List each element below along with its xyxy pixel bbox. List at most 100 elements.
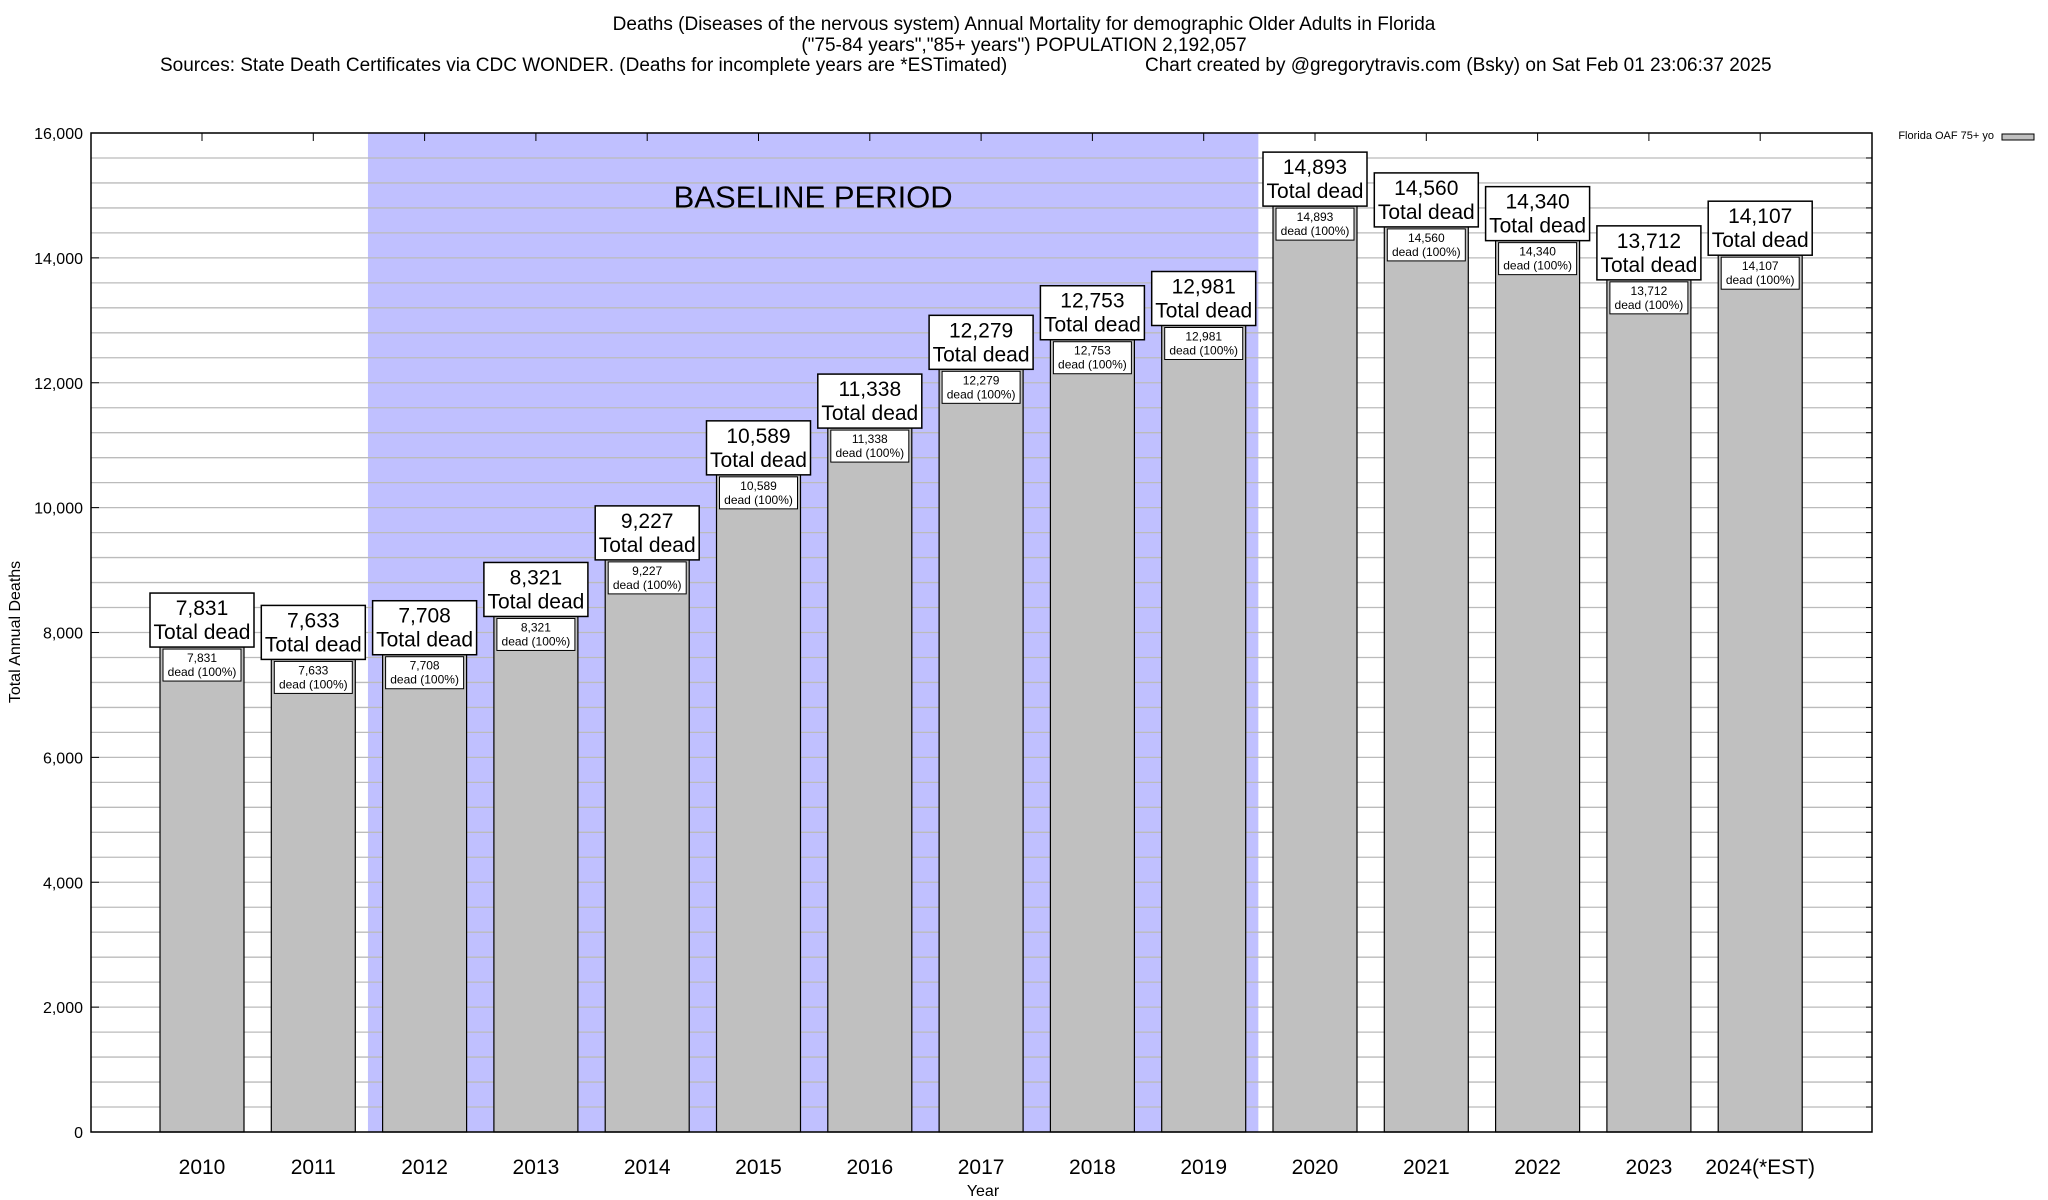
inner-label-box <box>1720 256 1800 290</box>
total-label-box <box>1596 225 1702 281</box>
total-dead-label: Total dead <box>487 590 584 613</box>
inner-label-box <box>719 476 798 510</box>
inner-value-label: 8,321 <box>521 620 551 634</box>
y-tick-label: 2,000 <box>43 1000 83 1017</box>
inner-value-label: 7,708 <box>410 659 440 673</box>
bar-2013 <box>493 611 579 1133</box>
total-value-label: 14,107 <box>1728 205 1792 228</box>
x-tick-label: 2016 <box>846 1156 893 1179</box>
inner-label-box <box>273 660 353 694</box>
x-tick-label: 2020 <box>1292 1156 1339 1179</box>
total-dead-label: Total dead <box>1378 201 1475 224</box>
inner-label-box <box>162 648 242 682</box>
total-label-box <box>1262 151 1368 207</box>
plot-frame <box>90 132 1873 1133</box>
inner-dead-label: dead (100%) <box>1726 273 1795 287</box>
total-dead-label: Total dead <box>1712 229 1809 252</box>
inner-value-label: 14,107 <box>1742 259 1779 273</box>
bar-2012 <box>382 650 468 1133</box>
total-dead-label: Total dead <box>265 633 362 656</box>
inner-label-box <box>1052 341 1132 375</box>
total-dead-label: Total dead <box>1044 314 1141 337</box>
inner-dead-label: dead (100%) <box>1281 224 1350 238</box>
inner-label-box <box>607 561 687 595</box>
inner-dead-label: dead (100%) <box>835 446 904 460</box>
inner-value-label: 14,560 <box>1408 231 1445 245</box>
inner-dead-label: dead (100%) <box>1503 259 1572 273</box>
bar-2014 <box>604 555 690 1133</box>
y-tick-label: 4,000 <box>43 875 83 892</box>
inner-label-box <box>1164 326 1244 360</box>
inner-value-label: 12,981 <box>1185 329 1222 343</box>
inner-value-label: 7,831 <box>187 651 217 665</box>
total-value-label: 11,338 <box>838 378 901 401</box>
x-tick-label: 2018 <box>1069 1156 1116 1179</box>
inner-label-box <box>385 656 465 690</box>
inner-dead-label: dead (100%) <box>947 387 1016 401</box>
total-dead-label: Total dead <box>154 621 251 644</box>
total-value-label: 7,708 <box>398 605 451 628</box>
inner-value-label: 12,753 <box>1074 344 1111 358</box>
total-dead-label: Total dead <box>821 402 918 425</box>
inner-label-box <box>496 617 576 651</box>
y-tick-label: 14,000 <box>34 251 83 268</box>
y-tick-label: 10,000 <box>34 501 83 518</box>
inner-dead-label: dead (100%) <box>279 677 348 691</box>
inner-dead-label: dead (100%) <box>168 665 237 679</box>
total-dead-label: Total dead <box>599 534 696 557</box>
bar-2024(*EST) <box>1717 250 1803 1133</box>
total-dead-label: Total dead <box>1267 180 1364 203</box>
chart-sources: Sources: State Death Certificates via CD… <box>160 55 1008 76</box>
total-value-label: 12,981 <box>1172 275 1236 298</box>
chart-credit: Chart created by @gregorytravis.com (Bsk… <box>1145 55 1772 76</box>
total-value-label: 8,321 <box>510 566 563 589</box>
total-value-label: 13,712 <box>1617 230 1681 253</box>
x-tick-label: 2013 <box>513 1156 560 1179</box>
bar-2010 <box>159 642 245 1133</box>
legend-label: Florida OAF 75+ yo <box>1898 130 1994 142</box>
total-label-box <box>705 420 812 476</box>
x-tick-label: 2012 <box>401 1156 448 1179</box>
chart-subtitle: ("75-84 years","85+ years") POPULATION 2… <box>801 35 1247 56</box>
inner-value-label: 13,712 <box>1631 284 1668 298</box>
total-dead-label: Total dead <box>1155 299 1252 322</box>
total-label-box <box>1373 172 1480 228</box>
y-tick-label: 0 <box>74 1125 83 1142</box>
total-label-box <box>371 599 478 656</box>
inner-dead-label: dead (100%) <box>613 578 682 592</box>
total-dead-label: Total dead <box>1600 254 1697 277</box>
inner-value-label: 10,589 <box>740 479 777 493</box>
bar-2019 <box>1161 320 1247 1133</box>
total-value-label: 10,589 <box>726 425 790 448</box>
total-dead-label: Total dead <box>376 629 473 652</box>
total-label-box <box>928 314 1034 371</box>
x-tick-label: 2017 <box>958 1156 1005 1179</box>
x-axis-label: Year <box>967 1183 1000 1200</box>
y-axis-label: Total Annual Deaths <box>7 561 24 703</box>
legend-swatch <box>2001 133 2035 141</box>
inner-value-label: 14,340 <box>1519 245 1556 259</box>
inner-dead-label: dead (100%) <box>1392 245 1461 259</box>
inner-dead-label: dead (100%) <box>1058 358 1127 372</box>
bar-2015 <box>715 470 802 1133</box>
inner-dead-label: dead (100%) <box>724 493 793 507</box>
total-value-label: 7,831 <box>176 597 229 620</box>
total-label-box <box>483 561 589 618</box>
total-value-label: 12,753 <box>1060 290 1124 313</box>
total-label-box <box>1707 200 1813 256</box>
inner-dead-label: dead (100%) <box>1169 343 1238 357</box>
bar-2017 <box>938 364 1024 1133</box>
x-tick-label: 2021 <box>1403 1156 1450 1179</box>
y-tick-label: 6,000 <box>43 750 83 767</box>
inner-label-box <box>941 370 1021 404</box>
total-label-box <box>1150 270 1257 327</box>
inner-dead-label: dead (100%) <box>502 634 571 648</box>
bar-2023 <box>1606 275 1692 1133</box>
chart-title: Deaths (Diseases of the nervous system) … <box>612 14 1436 35</box>
x-tick-label: 2015 <box>735 1156 782 1179</box>
total-dead-label: Total dead <box>933 343 1030 366</box>
total-label-box <box>149 592 255 648</box>
total-label-box <box>260 604 367 661</box>
total-label-box <box>1484 185 1591 242</box>
total-value-label: 14,340 <box>1505 191 1569 214</box>
